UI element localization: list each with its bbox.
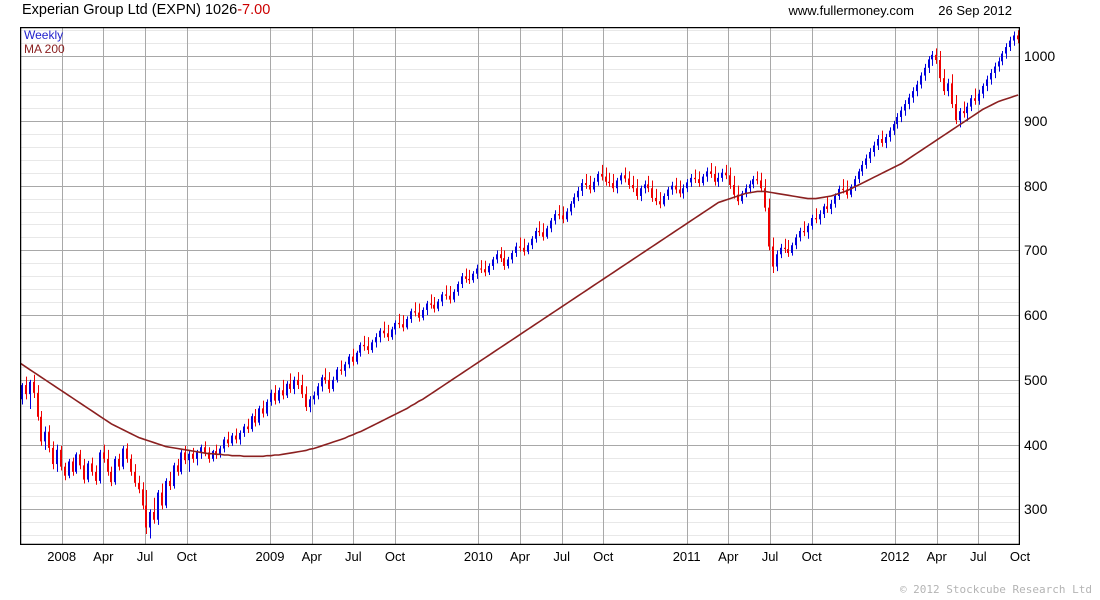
x-axis-tick-label: 2010 bbox=[463, 549, 493, 564]
price-change-label: -7.00 bbox=[237, 2, 271, 18]
y-axis-tick-label: 400 bbox=[1024, 436, 1048, 453]
x-axis-tick-label: Apr bbox=[93, 549, 114, 564]
y-axis-tick-label: 600 bbox=[1024, 307, 1048, 324]
x-axis-tick-label: Oct bbox=[176, 549, 197, 564]
y-axis-tick-label: 300 bbox=[1024, 501, 1048, 518]
candlestick-chart-svg bbox=[20, 27, 1020, 545]
y-axis-tick-label: 1000 bbox=[1024, 48, 1056, 65]
y-axis-tick-label: 800 bbox=[1024, 177, 1048, 194]
x-axis-tick-label: Jul bbox=[761, 549, 779, 564]
x-axis-tick-label: Oct bbox=[801, 549, 822, 564]
copyright-label: © 2012 Stockcube Research Ltd bbox=[899, 583, 1092, 596]
x-axis-tick-label: Jul bbox=[553, 549, 570, 564]
x-axis-tick-label: Oct bbox=[384, 549, 406, 564]
y-axis-tick-label: 900 bbox=[1024, 112, 1048, 129]
x-axis-tick-label: Apr bbox=[301, 549, 322, 564]
x-axis-tick-label: Jul bbox=[969, 549, 987, 564]
legend-item-ma200: MA 200 bbox=[24, 42, 65, 56]
x-axis-tick-label: 2008 bbox=[47, 549, 77, 564]
x-axis-tick-label: Jul bbox=[136, 549, 154, 564]
chart-plot-area bbox=[20, 27, 1020, 545]
x-axis-tick-label: Jul bbox=[344, 549, 362, 564]
legend-item-weekly: Weekly bbox=[24, 28, 64, 42]
x-axis-tick-label: Oct bbox=[593, 549, 614, 564]
x-axis-tick-label: Apr bbox=[509, 549, 531, 564]
instrument-label: Experian Group Ltd (EXPN) 1026 bbox=[22, 2, 238, 18]
x-axis-tick-label: Oct bbox=[1009, 549, 1031, 564]
x-axis-tick-label: 2012 bbox=[880, 549, 910, 564]
chart-header: Experian Group Ltd (EXPN) 1026-7.00 www.… bbox=[0, 0, 1100, 24]
y-axis-tick-label: 700 bbox=[1024, 242, 1048, 259]
y-axis-labels: 300 400 500 600 700 800 900 1000 bbox=[1024, 27, 1094, 545]
y-axis-tick-label: 500 bbox=[1024, 371, 1048, 388]
chart-legend: Weekly MA 200 bbox=[24, 28, 65, 56]
website-label: www.fullermoney.com bbox=[788, 3, 914, 18]
x-axis-tick-label: 2009 bbox=[255, 549, 285, 564]
x-axis-tick-label: 2011 bbox=[672, 549, 701, 564]
as-of-date-label: 26 Sep 2012 bbox=[938, 3, 1012, 18]
x-axis-tick-label: Apr bbox=[718, 549, 739, 564]
page-title: Experian Group Ltd (EXPN) 1026-7.00 bbox=[22, 2, 270, 18]
x-axis-labels: 2008 Apr Jul Oct 2009 Apr Jul Oct 2010 Apr Jul Oct 2… bbox=[0, 549, 1100, 571]
x-axis-tick-label: Apr bbox=[926, 549, 947, 564]
